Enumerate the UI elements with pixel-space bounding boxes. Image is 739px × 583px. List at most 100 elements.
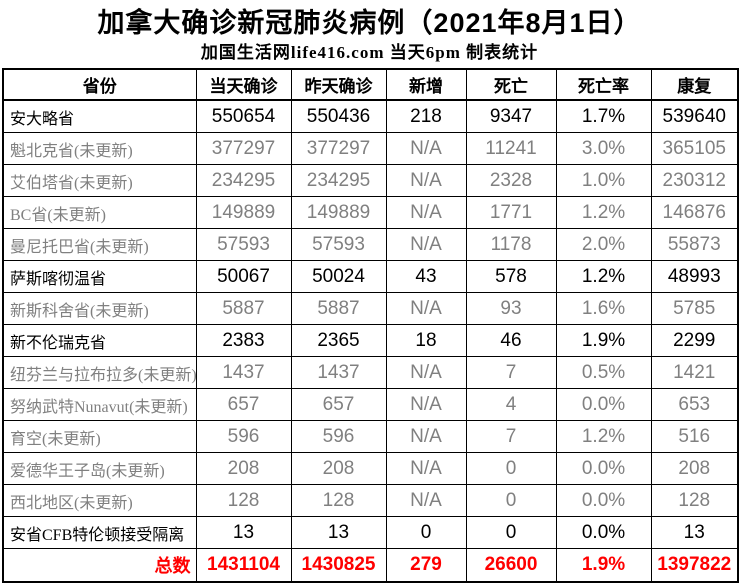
deaths-cell: 7 <box>465 420 557 453</box>
new-cases-cell: N/A <box>385 292 467 325</box>
province-cell: 艾伯塔省(未更新) <box>2 164 197 197</box>
today-confirmed-cell: 149889 <box>195 196 292 229</box>
table-row: 努纳武特Nunavut(未更新) 657 657 N/A 4 0.0% 653 <box>2 388 739 421</box>
deaths-cell: 0 <box>465 452 557 485</box>
total-today-confirmed: 1431104 <box>195 548 292 583</box>
column-header-new-cases: 新增 <box>385 68 467 101</box>
province-cell: 育空(未更新) <box>2 420 197 453</box>
province-cell: 安大略省 <box>2 99 197 133</box>
deaths-cell: 9347 <box>465 99 557 133</box>
province-cell: 西北地区(未更新) <box>2 484 197 517</box>
total-label: 总数 <box>2 548 197 583</box>
yesterday-confirmed-cell: 2365 <box>290 324 387 357</box>
death-rate-cell: 0.0% <box>555 516 652 549</box>
deaths-cell: 4 <box>465 388 557 421</box>
yesterday-confirmed-cell: 596 <box>290 420 387 453</box>
death-rate-cell: 1.9% <box>555 324 652 357</box>
death-rate-cell: 0.5% <box>555 356 652 389</box>
today-confirmed-cell: 128 <box>195 484 292 517</box>
province-cell: BC省(未更新) <box>2 196 197 229</box>
death-rate-cell: 1.7% <box>555 99 652 133</box>
column-header-today-confirmed: 当天确诊 <box>195 68 292 101</box>
deaths-cell: 1178 <box>465 228 557 261</box>
column-header-yesterday-confirmed: 昨天确诊 <box>290 68 387 101</box>
province-cell: 安省CFB特伦顿接受隔离 <box>2 516 197 549</box>
recovered-cell: 516 <box>650 420 739 453</box>
deaths-cell: 0 <box>465 516 557 549</box>
new-cases-cell: 18 <box>385 324 467 357</box>
deaths-cell: 93 <box>465 292 557 325</box>
table-row: 安省CFB特伦顿接受隔离 13 13 0 0 0.0% 13 <box>2 516 739 549</box>
yesterday-confirmed-cell: 50024 <box>290 260 387 293</box>
yesterday-confirmed-cell: 128 <box>290 484 387 517</box>
table-row: 艾伯塔省(未更新) 234295 234295 N/A 2328 1.0% 23… <box>2 164 739 197</box>
table-row: 魁北克省(未更新) 377297 377297 N/A 11241 3.0% 3… <box>2 132 739 165</box>
table-row: BC省(未更新) 149889 149889 N/A 1771 1.2% 146… <box>2 196 739 229</box>
death-rate-cell: 0.0% <box>555 484 652 517</box>
new-cases-cell: N/A <box>385 484 467 517</box>
recovered-cell: 55873 <box>650 228 739 261</box>
death-rate-cell: 1.2% <box>555 420 652 453</box>
recovered-cell: 1421 <box>650 356 739 389</box>
new-cases-cell: N/A <box>385 388 467 421</box>
yesterday-confirmed-cell: 5887 <box>290 292 387 325</box>
death-rate-cell: 0.0% <box>555 452 652 485</box>
recovered-cell: 128 <box>650 484 739 517</box>
header-row: 省份 当天确诊 昨天确诊 新增 死亡 死亡率 康复 <box>2 68 739 101</box>
death-rate-cell: 0.0% <box>555 388 652 421</box>
table-row: 安大略省 550654 550436 218 9347 1.7% 539640 <box>2 99 739 133</box>
today-confirmed-cell: 57593 <box>195 228 292 261</box>
recovered-cell: 208 <box>650 452 739 485</box>
yesterday-confirmed-cell: 13 <box>290 516 387 549</box>
today-confirmed-cell: 50067 <box>195 260 292 293</box>
recovered-cell: 13 <box>650 516 739 549</box>
new-cases-cell: 0 <box>385 516 467 549</box>
page-title: 加拿大确诊新冠肺炎病例（2021年8月1日） <box>97 8 642 38</box>
yesterday-confirmed-cell: 208 <box>290 452 387 485</box>
table-row: 育空(未更新) 596 596 N/A 7 1.2% 516 <box>2 420 739 453</box>
death-rate-cell: 1.2% <box>555 260 652 293</box>
recovered-cell: 5785 <box>650 292 739 325</box>
yesterday-confirmed-cell: 1437 <box>290 356 387 389</box>
column-header-deaths: 死亡 <box>465 68 557 101</box>
yesterday-confirmed-cell: 657 <box>290 388 387 421</box>
province-cell: 新斯科舍省(未更新) <box>2 292 197 325</box>
death-rate-cell: 1.0% <box>555 164 652 197</box>
table-row: 纽芬兰与拉布拉多(未更新) 1437 1437 N/A 7 0.5% 1421 <box>2 356 739 389</box>
total-yesterday-confirmed: 1430825 <box>290 548 387 583</box>
deaths-cell: 0 <box>465 484 557 517</box>
today-confirmed-cell: 1437 <box>195 356 292 389</box>
yesterday-confirmed-cell: 377297 <box>290 132 387 165</box>
recovered-cell: 653 <box>650 388 739 421</box>
new-cases-cell: N/A <box>385 164 467 197</box>
deaths-cell: 7 <box>465 356 557 389</box>
new-cases-cell: N/A <box>385 132 467 165</box>
new-cases-cell: N/A <box>385 196 467 229</box>
province-cell: 萨斯喀彻温省 <box>2 260 197 293</box>
recovered-cell: 146876 <box>650 196 739 229</box>
death-rate-cell: 3.0% <box>555 132 652 165</box>
death-rate-cell: 1.6% <box>555 292 652 325</box>
column-header-death-rate: 死亡率 <box>555 68 652 101</box>
death-rate-cell: 2.0% <box>555 228 652 261</box>
recovered-cell: 48993 <box>650 260 739 293</box>
new-cases-cell: N/A <box>385 228 467 261</box>
province-cell: 新不伦瑞克省 <box>2 324 197 357</box>
yesterday-confirmed-cell: 57593 <box>290 228 387 261</box>
deaths-cell: 578 <box>465 260 557 293</box>
new-cases-cell: N/A <box>385 452 467 485</box>
recovered-cell: 365105 <box>650 132 739 165</box>
today-confirmed-cell: 596 <box>195 420 292 453</box>
total-row: 总数 1431104 1430825 279 26600 1.9% 139782… <box>2 548 739 583</box>
new-cases-cell: N/A <box>385 356 467 389</box>
province-cell: 魁北克省(未更新) <box>2 132 197 165</box>
total-recovered: 1397822 <box>650 548 739 583</box>
yesterday-confirmed-cell: 149889 <box>290 196 387 229</box>
today-confirmed-cell: 234295 <box>195 164 292 197</box>
today-confirmed-cell: 5887 <box>195 292 292 325</box>
new-cases-cell: N/A <box>385 420 467 453</box>
total-death-rate: 1.9% <box>555 548 652 583</box>
today-confirmed-cell: 657 <box>195 388 292 421</box>
deaths-cell: 2328 <box>465 164 557 197</box>
new-cases-cell: 43 <box>385 260 467 293</box>
